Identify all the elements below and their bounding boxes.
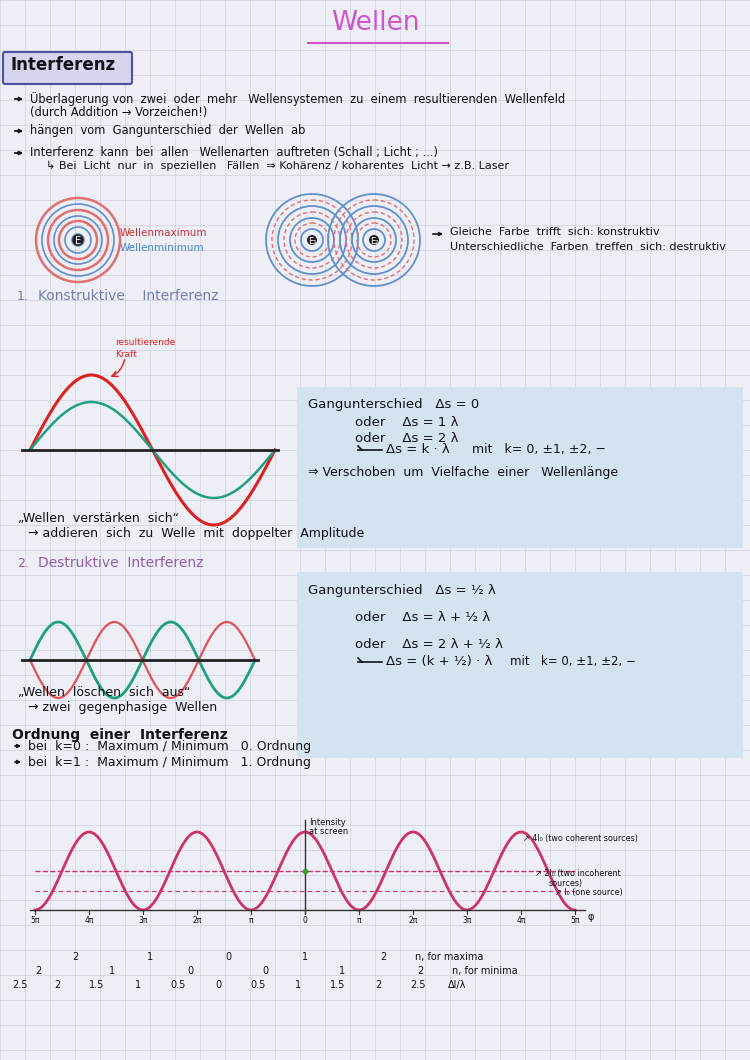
Text: → addieren  sich  zu  Welle  mit  doppelter  Amplitude: → addieren sich zu Welle mit doppelter A… (28, 527, 364, 540)
Text: 0: 0 (262, 966, 268, 976)
Text: Interferenz: Interferenz (10, 56, 115, 74)
FancyBboxPatch shape (297, 387, 743, 548)
FancyBboxPatch shape (297, 572, 743, 758)
Text: 2: 2 (375, 980, 381, 990)
Text: 4π: 4π (84, 916, 94, 925)
Text: bei  k=1 :  Maximum / Minimum   1. Ordnung: bei k=1 : Maximum / Minimum 1. Ordnung (28, 756, 310, 768)
Text: oder    Δs = 2 λ + ½ λ: oder Δs = 2 λ + ½ λ (355, 638, 503, 651)
Text: E₁: E₁ (308, 236, 316, 246)
Text: 2.5: 2.5 (410, 980, 426, 990)
Text: 0: 0 (225, 952, 231, 962)
Text: 1: 1 (147, 952, 153, 962)
Text: 0.5: 0.5 (251, 980, 266, 990)
Text: Δl/λ: Δl/λ (448, 980, 466, 990)
Text: at screen: at screen (309, 827, 348, 836)
Text: ↗ I₀ (one source): ↗ I₀ (one source) (555, 888, 622, 898)
Text: Wellenmaximum: Wellenmaximum (120, 228, 208, 238)
Text: „Wellen  löschen  sich  aus“: „Wellen löschen sich aus“ (18, 686, 190, 699)
Text: Intensity: Intensity (309, 818, 346, 827)
Text: 2: 2 (54, 980, 60, 990)
Text: oder    Δs = 2 λ: oder Δs = 2 λ (355, 432, 458, 445)
Text: 3π: 3π (138, 916, 148, 925)
Circle shape (307, 235, 317, 245)
Text: 1: 1 (295, 980, 301, 990)
Text: → zwei  gegenphasige  Wellen: → zwei gegenphasige Wellen (28, 701, 218, 714)
Text: 2.: 2. (17, 556, 28, 570)
Text: bei  k=0 :  Maximum / Minimum   0. Ordnung: bei k=0 : Maximum / Minimum 0. Ordnung (28, 740, 311, 753)
Circle shape (73, 235, 83, 245)
Text: Interferenz  kann  bei  allen   Wellenarten  auftreten (Schall ; Licht ; ...): Interferenz kann bei allen Wellenarten a… (30, 146, 438, 159)
Text: 2π: 2π (192, 916, 202, 925)
Text: ⇒ Verschoben  um  Vielfache  einer   Wellenlänge: ⇒ Verschoben um Vielfache einer Wellenlä… (308, 466, 618, 479)
Text: Gangunterschied   Δs = ½ λ: Gangunterschied Δs = ½ λ (308, 584, 496, 597)
Text: Destruktive  Interferenz: Destruktive Interferenz (38, 556, 203, 570)
Text: 5π: 5π (30, 916, 40, 925)
Text: ↳ Bei  Licht  nur  in  speziellen   Fällen  ⇒ Kohärenz / koharentes  Licht → z.B: ↳ Bei Licht nur in speziellen Fällen ⇒ K… (46, 161, 509, 172)
Text: 5π: 5π (570, 916, 580, 925)
Text: Unterschiedliche  Farben  treffen  sich: destruktiv: Unterschiedliche Farben treffen sich: de… (450, 242, 726, 252)
Text: 1: 1 (339, 966, 345, 976)
Text: 4π: 4π (516, 916, 526, 925)
Text: π: π (357, 916, 362, 925)
Text: 0: 0 (187, 966, 193, 976)
Text: 3π: 3π (462, 916, 472, 925)
Text: mit   k= 0, ±1, ±2, −: mit k= 0, ±1, ±2, − (472, 443, 606, 456)
Text: φ: φ (587, 912, 593, 922)
Text: 1: 1 (302, 952, 308, 962)
Text: hängen  vom  Gangunterschied  der  Wellen  ab: hängen vom Gangunterschied der Wellen ab (30, 124, 305, 137)
Text: 1: 1 (109, 966, 115, 976)
Text: Überlagerung von  zwei  oder  mehr   Wellensystemen  zu  einem  resultierenden  : Überlagerung von zwei oder mehr Wellensy… (30, 92, 566, 106)
Text: sources): sources) (549, 879, 584, 888)
Text: 0: 0 (215, 980, 221, 990)
Text: Wellenminimum: Wellenminimum (120, 243, 205, 253)
Text: ↗ 2I₀ (two incoherent: ↗ 2I₀ (two incoherent (535, 869, 621, 878)
Text: 2: 2 (380, 952, 386, 962)
Text: „Wellen  verstärken  sich“: „Wellen verstärken sich“ (18, 512, 179, 525)
Text: n, for maxima: n, for maxima (415, 952, 483, 962)
Text: Konstruktive    Interferenz: Konstruktive Interferenz (38, 289, 218, 303)
Circle shape (369, 235, 379, 245)
Text: Wellen: Wellen (331, 10, 419, 36)
Text: 2π: 2π (408, 916, 418, 925)
Text: mit   k= 0, ±1, ±2, −: mit k= 0, ±1, ±2, − (510, 655, 636, 668)
Text: 0: 0 (302, 916, 307, 925)
Text: Kraft: Kraft (115, 350, 136, 359)
Text: E: E (75, 236, 81, 246)
Text: ↗ 4I₀ (two coherent sources): ↗ 4I₀ (two coherent sources) (523, 834, 638, 843)
Text: 1: 1 (135, 980, 141, 990)
Text: 1.5: 1.5 (330, 980, 346, 990)
Text: 0.5: 0.5 (170, 980, 186, 990)
Text: (durch Addition → Vorzeichen!): (durch Addition → Vorzeichen!) (30, 106, 207, 119)
Text: 2: 2 (72, 952, 78, 962)
Text: 2.5: 2.5 (12, 980, 28, 990)
Text: Ordnung  einer  Interferenz: Ordnung einer Interferenz (12, 728, 228, 742)
Text: 2: 2 (417, 966, 423, 976)
Text: oder    Δs = λ + ½ λ: oder Δs = λ + ½ λ (355, 611, 490, 624)
Text: Gangunterschied   Δs = 0: Gangunterschied Δs = 0 (308, 398, 479, 411)
Text: 2: 2 (34, 966, 41, 976)
Text: 1.5: 1.5 (89, 980, 105, 990)
Text: π: π (249, 916, 254, 925)
Text: E₂: E₂ (370, 236, 378, 246)
Text: Δs = (k + ½) · λ: Δs = (k + ½) · λ (386, 655, 492, 668)
Text: 1.: 1. (17, 290, 28, 303)
Text: resultierende: resultierende (115, 338, 176, 347)
Text: oder    Δs = 1 λ: oder Δs = 1 λ (355, 416, 458, 429)
FancyBboxPatch shape (3, 52, 132, 84)
Text: Gleiche  Farbe  trifft  sich: konstruktiv: Gleiche Farbe trifft sich: konstruktiv (450, 227, 660, 237)
Text: Δs = k · λ: Δs = k · λ (386, 443, 450, 456)
Text: n, for minima: n, for minima (452, 966, 518, 976)
